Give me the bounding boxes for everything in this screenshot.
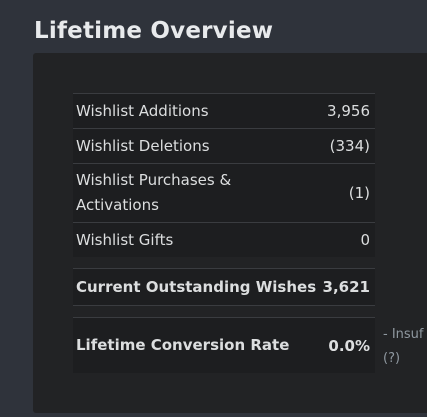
stat-row-wishlist-gifts: Wishlist Gifts 0 [73,222,375,257]
lifetime-overview-panel: Wishlist Additions 3,956 Wishlist Deleti… [33,53,427,413]
stat-row-conversion-rate: Lifetime Conversion Rate 0.0% [73,317,375,373]
conversion-rate-note: - Insuf (?) [383,323,424,371]
stat-label: Wishlist Gifts [76,230,174,249]
stat-value: 3,621 [322,278,370,296]
stat-value: 3,956 [327,102,370,120]
stat-label-line1: Wishlist Purchases & [76,171,232,189]
stat-value: (334) [329,137,370,155]
row-spacer [73,305,375,317]
conversion-rate-note-text: - Insuf [383,327,424,342]
stat-label: Wishlist Deletions [76,136,210,155]
stat-value: 0 [360,231,370,249]
stat-row-wishlist-additions: Wishlist Additions 3,956 [73,93,375,128]
stat-label: Lifetime Conversion Rate [76,336,290,354]
stat-label: Current Outstanding Wishes [76,277,317,296]
stat-row-wishlist-purchases: Wishlist Purchases & Activations (1) [73,163,375,222]
row-spacer [73,257,375,268]
stat-label: Wishlist Purchases & Activations [76,168,231,218]
stat-row-current-outstanding: Current Outstanding Wishes 3,621 [73,268,375,305]
stats-table: Wishlist Additions 3,956 Wishlist Deleti… [73,93,375,373]
stat-row-wishlist-deletions: Wishlist Deletions (334) [73,128,375,163]
page-title: Lifetime Overview [34,18,274,44]
stat-label-line2: Activations [76,196,159,214]
help-link[interactable]: (?) [383,351,401,366]
stat-value: (1) [348,184,370,202]
stat-value: 0.0% [328,336,370,355]
stat-label: Wishlist Additions [76,101,209,120]
